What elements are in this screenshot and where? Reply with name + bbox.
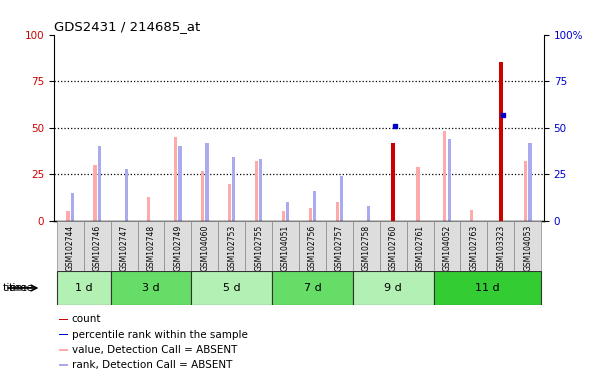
Bar [255, 161, 258, 221]
Bar [286, 202, 289, 221]
Text: GSM102746: GSM102746 [93, 225, 102, 271]
Bar [59, 349, 68, 351]
Bar [178, 146, 182, 221]
Bar [93, 165, 97, 221]
FancyBboxPatch shape [138, 221, 165, 271]
Text: 7 d: 7 d [304, 283, 322, 293]
Bar [444, 131, 447, 221]
FancyBboxPatch shape [245, 221, 272, 271]
Bar [59, 319, 68, 320]
Text: 5 d: 5 d [223, 283, 240, 293]
Text: GSM104060: GSM104060 [200, 225, 209, 271]
Text: GSM104051: GSM104051 [281, 225, 290, 271]
FancyBboxPatch shape [56, 271, 111, 305]
FancyBboxPatch shape [407, 221, 433, 271]
Text: time: time [9, 283, 34, 293]
Bar [174, 137, 177, 221]
FancyBboxPatch shape [433, 271, 542, 305]
Text: GSM102758: GSM102758 [362, 225, 371, 271]
Bar [232, 157, 236, 221]
Bar [71, 193, 74, 221]
Text: GSM103323: GSM103323 [496, 225, 505, 271]
Bar [59, 334, 68, 335]
Bar [335, 202, 339, 221]
Bar [206, 142, 209, 221]
Text: GSM102760: GSM102760 [389, 225, 398, 271]
Text: GSM102756: GSM102756 [308, 225, 317, 271]
Text: GDS2431 / 214685_at: GDS2431 / 214685_at [54, 20, 200, 33]
Text: rank, Detection Call = ABSENT: rank, Detection Call = ABSENT [72, 360, 232, 370]
FancyBboxPatch shape [84, 221, 111, 271]
Bar [201, 170, 204, 221]
Text: GSM102755: GSM102755 [254, 225, 263, 271]
FancyBboxPatch shape [460, 221, 487, 271]
FancyBboxPatch shape [514, 221, 542, 271]
Bar [499, 63, 503, 221]
Text: count: count [72, 314, 101, 324]
Bar [391, 142, 395, 221]
Bar [340, 176, 343, 221]
Bar [124, 169, 128, 221]
Text: GSM102761: GSM102761 [416, 225, 424, 271]
FancyBboxPatch shape [56, 221, 84, 271]
FancyBboxPatch shape [353, 271, 433, 305]
Text: 11 d: 11 d [475, 283, 499, 293]
FancyBboxPatch shape [272, 221, 299, 271]
Bar [147, 197, 150, 221]
Text: time: time [3, 283, 28, 293]
FancyBboxPatch shape [433, 221, 460, 271]
Bar [228, 184, 231, 221]
FancyBboxPatch shape [165, 221, 191, 271]
FancyBboxPatch shape [191, 271, 272, 305]
FancyBboxPatch shape [111, 271, 191, 305]
Text: GSM102763: GSM102763 [469, 225, 478, 271]
Bar [416, 167, 419, 221]
Bar [367, 206, 370, 221]
Bar [59, 364, 68, 366]
Text: GSM102757: GSM102757 [335, 225, 344, 271]
Bar [524, 161, 527, 221]
Bar [259, 159, 263, 221]
Text: 1 d: 1 d [75, 283, 93, 293]
FancyBboxPatch shape [380, 221, 407, 271]
Text: value, Detection Call = ABSENT: value, Detection Call = ABSENT [72, 345, 237, 355]
Text: GSM102747: GSM102747 [120, 225, 129, 271]
FancyBboxPatch shape [218, 221, 245, 271]
FancyBboxPatch shape [111, 221, 138, 271]
FancyBboxPatch shape [353, 221, 380, 271]
Bar [470, 210, 474, 221]
Bar [309, 208, 312, 221]
Bar [98, 146, 101, 221]
Bar [528, 142, 531, 221]
FancyBboxPatch shape [326, 221, 353, 271]
Text: 9 d: 9 d [384, 283, 402, 293]
FancyBboxPatch shape [487, 221, 514, 271]
Bar [67, 212, 70, 221]
Text: GSM102749: GSM102749 [174, 225, 182, 271]
FancyBboxPatch shape [299, 221, 326, 271]
Text: percentile rank within the sample: percentile rank within the sample [72, 330, 248, 340]
FancyBboxPatch shape [191, 221, 218, 271]
FancyBboxPatch shape [272, 271, 353, 305]
Text: GSM104053: GSM104053 [523, 225, 532, 271]
Text: GSM102748: GSM102748 [147, 225, 156, 271]
Text: GSM102753: GSM102753 [227, 225, 236, 271]
Bar [313, 191, 316, 221]
Bar [282, 212, 285, 221]
Text: GSM104052: GSM104052 [442, 225, 451, 271]
Bar [448, 139, 451, 221]
Text: GSM102744: GSM102744 [66, 225, 75, 271]
Text: 3 d: 3 d [142, 283, 160, 293]
